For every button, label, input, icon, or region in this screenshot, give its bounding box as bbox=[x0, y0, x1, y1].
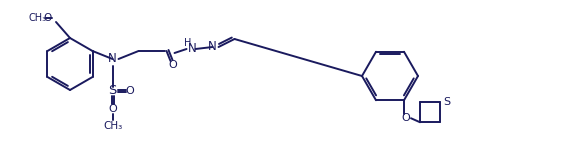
Text: O: O bbox=[108, 104, 117, 114]
Text: O: O bbox=[44, 13, 52, 23]
Text: N: N bbox=[208, 41, 217, 53]
Text: O: O bbox=[168, 60, 177, 70]
Text: CH₃: CH₃ bbox=[103, 121, 122, 131]
Text: S: S bbox=[444, 97, 450, 107]
Text: H: H bbox=[184, 38, 191, 48]
Text: S: S bbox=[108, 84, 116, 98]
Text: N: N bbox=[187, 42, 197, 55]
Text: O: O bbox=[125, 86, 134, 96]
Text: N: N bbox=[108, 52, 117, 65]
Text: O: O bbox=[402, 113, 410, 123]
Text: CH₃: CH₃ bbox=[29, 13, 47, 23]
